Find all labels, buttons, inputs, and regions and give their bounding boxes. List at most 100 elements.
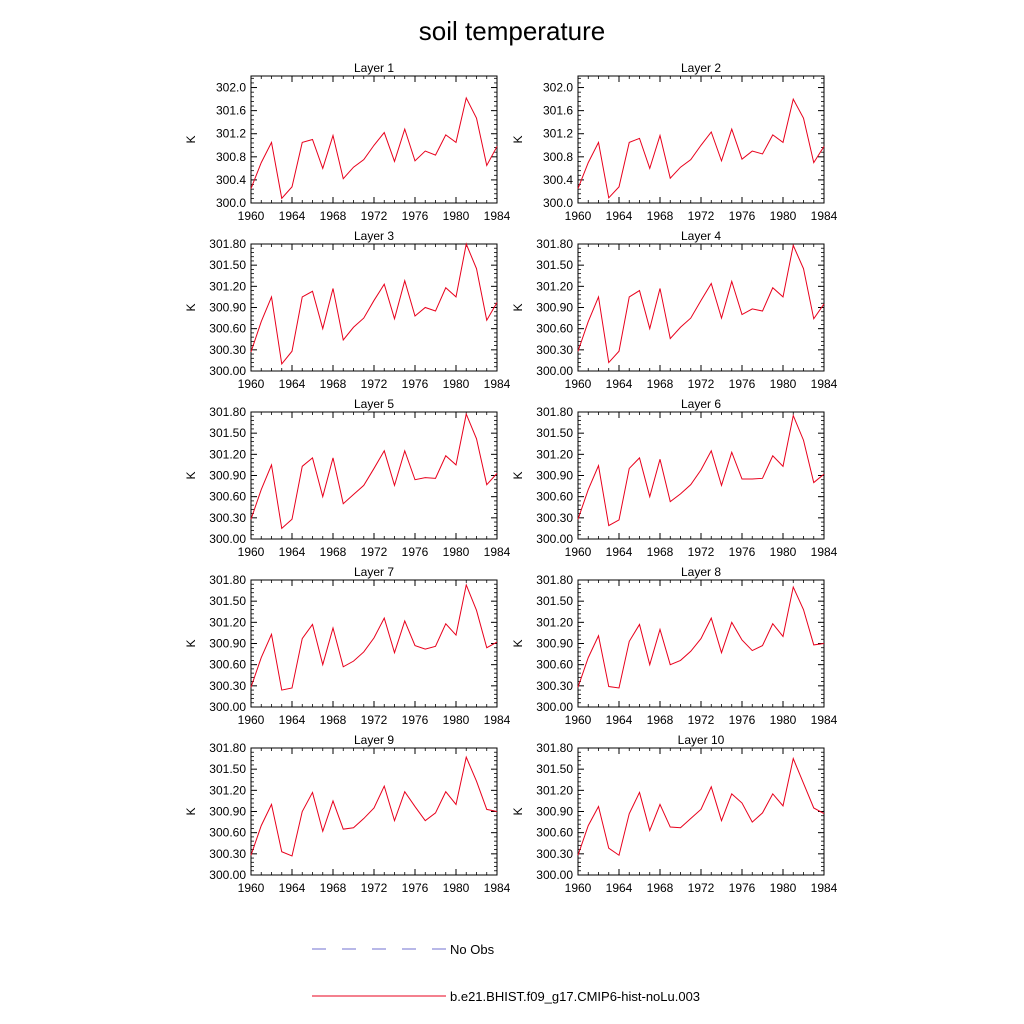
layer-panel: 1960 1964 1968 1972 1976 1980 1984 300.00 300.30… xyxy=(184,229,511,391)
y-tick-label: 300.30 xyxy=(536,679,573,693)
y-tick-label: 300.30 xyxy=(536,847,573,861)
x-tick-label: 1972 xyxy=(361,881,388,895)
y-tick-label: 301.80 xyxy=(536,405,573,419)
x-tick-label: 1960 xyxy=(565,209,592,223)
y-tick-label: 301.80 xyxy=(209,573,246,587)
panel-title: Layer 6 xyxy=(681,397,721,411)
legend: No Obs b.e21.BHIST.f09_g17.CMIP6-hist-no… xyxy=(312,942,700,1004)
x-tick-label: 1980 xyxy=(770,713,797,727)
y-tick-label: 301.50 xyxy=(536,426,573,440)
layer-panel: 1960 1964 1968 1972 1976 1980 1984 300.00 300.30… xyxy=(184,733,511,895)
y-tick-label: 301.50 xyxy=(536,594,573,608)
y-tick-label: 300.8 xyxy=(543,150,573,164)
y-axis-label: K xyxy=(184,303,198,311)
series-line xyxy=(250,755,498,857)
x-tick-label: 1984 xyxy=(811,881,838,895)
series-line xyxy=(250,412,498,530)
y-tick-label: 301.80 xyxy=(209,405,246,419)
x-tick-label: 1980 xyxy=(443,881,470,895)
x-tick-label: 1964 xyxy=(606,713,633,727)
y-tick-label: 301.6 xyxy=(216,104,246,118)
y-tick-label: 300.00 xyxy=(536,868,573,882)
y-tick-label: 301.80 xyxy=(209,741,246,755)
x-tick-label: 1964 xyxy=(606,881,633,895)
y-tick-label: 301.80 xyxy=(209,237,246,251)
y-axis-label: K xyxy=(511,135,525,143)
panel-title: Layer 2 xyxy=(681,61,721,75)
x-tick-label: 1972 xyxy=(361,209,388,223)
y-tick-label: 301.80 xyxy=(536,741,573,755)
y-tick-label: 302.0 xyxy=(216,81,246,95)
y-tick-label: 301.2 xyxy=(543,127,573,141)
y-tick-label: 300.00 xyxy=(209,364,246,378)
panel-title: Layer 5 xyxy=(354,397,394,411)
y-axis-label: K xyxy=(184,135,198,143)
x-tick-label: 1964 xyxy=(279,545,306,559)
y-tick-label: 300.60 xyxy=(209,658,246,672)
x-tick-label: 1972 xyxy=(688,713,715,727)
y-axis-label: K xyxy=(511,471,525,479)
x-tick-label: 1960 xyxy=(565,713,592,727)
figure-title: soil temperature xyxy=(419,16,605,46)
y-tick-label: 300.60 xyxy=(209,490,246,504)
x-tick-label: 1984 xyxy=(484,713,511,727)
panel-title: Layer 4 xyxy=(681,229,721,243)
x-tick-label: 1972 xyxy=(688,881,715,895)
x-tick-label: 1964 xyxy=(606,377,633,391)
x-tick-label: 1980 xyxy=(770,377,797,391)
x-tick-label: 1964 xyxy=(279,713,306,727)
x-tick-label: 1964 xyxy=(279,881,306,895)
x-tick-label: 1976 xyxy=(402,377,429,391)
y-tick-label: 300.0 xyxy=(216,196,246,210)
y-tick-label: 300.90 xyxy=(536,805,573,819)
y-tick-label: 300.30 xyxy=(536,343,573,357)
x-tick-label: 1972 xyxy=(688,545,715,559)
series-line xyxy=(577,585,825,689)
y-tick-label: 301.20 xyxy=(209,783,246,797)
x-tick-label: 1984 xyxy=(484,209,511,223)
y-tick-label: 300.8 xyxy=(216,150,246,164)
series-line xyxy=(577,243,825,364)
x-tick-label: 1968 xyxy=(647,881,674,895)
legend-model-label: b.e21.BHIST.f09_g17.CMIP6-hist-noLu.003 xyxy=(450,989,700,1004)
x-tick-label: 1976 xyxy=(402,881,429,895)
y-tick-label: 301.20 xyxy=(536,279,573,293)
x-tick-label: 1980 xyxy=(770,545,797,559)
layer-panel: 1960 1964 1968 1972 1976 1980 1984 300.0 300.4 30… xyxy=(511,61,838,223)
y-tick-label: 300.4 xyxy=(216,173,246,187)
y-tick-label: 301.80 xyxy=(536,573,573,587)
x-tick-label: 1960 xyxy=(565,545,592,559)
x-tick-label: 1972 xyxy=(688,377,715,391)
y-tick-label: 300.00 xyxy=(536,364,573,378)
y-tick-label: 300.00 xyxy=(209,868,246,882)
y-tick-label: 300.60 xyxy=(209,826,246,840)
y-tick-label: 300.60 xyxy=(536,658,573,672)
series-line xyxy=(577,97,825,199)
x-tick-label: 1984 xyxy=(484,881,511,895)
y-tick-label: 301.50 xyxy=(536,762,573,776)
panel-title: Layer 8 xyxy=(681,565,721,579)
y-tick-label: 300.60 xyxy=(536,322,573,336)
legend-obs-label: No Obs xyxy=(450,942,495,957)
y-axis-label: K xyxy=(511,639,525,647)
x-tick-label: 1976 xyxy=(402,545,429,559)
layer-panel: 1960 1964 1968 1972 1976 1980 1984 300.00 300.30… xyxy=(184,397,511,559)
y-tick-label: 300.00 xyxy=(536,700,573,714)
x-tick-label: 1964 xyxy=(606,545,633,559)
y-tick-label: 301.50 xyxy=(536,258,573,272)
x-tick-label: 1968 xyxy=(320,377,347,391)
y-tick-label: 300.00 xyxy=(209,700,246,714)
x-tick-label: 1976 xyxy=(402,209,429,223)
y-tick-label: 300.30 xyxy=(209,679,246,693)
x-tick-label: 1960 xyxy=(565,377,592,391)
series-line xyxy=(250,96,498,200)
y-tick-label: 301.80 xyxy=(536,237,573,251)
x-tick-label: 1968 xyxy=(647,377,674,391)
y-tick-label: 301.20 xyxy=(536,447,573,461)
series-line xyxy=(577,756,825,857)
series-line xyxy=(250,242,498,366)
layer-panel: 1960 1964 1968 1972 1976 1980 1984 300.00 300.30… xyxy=(511,565,838,727)
y-tick-label: 300.30 xyxy=(209,343,246,357)
x-tick-label: 1980 xyxy=(443,377,470,391)
